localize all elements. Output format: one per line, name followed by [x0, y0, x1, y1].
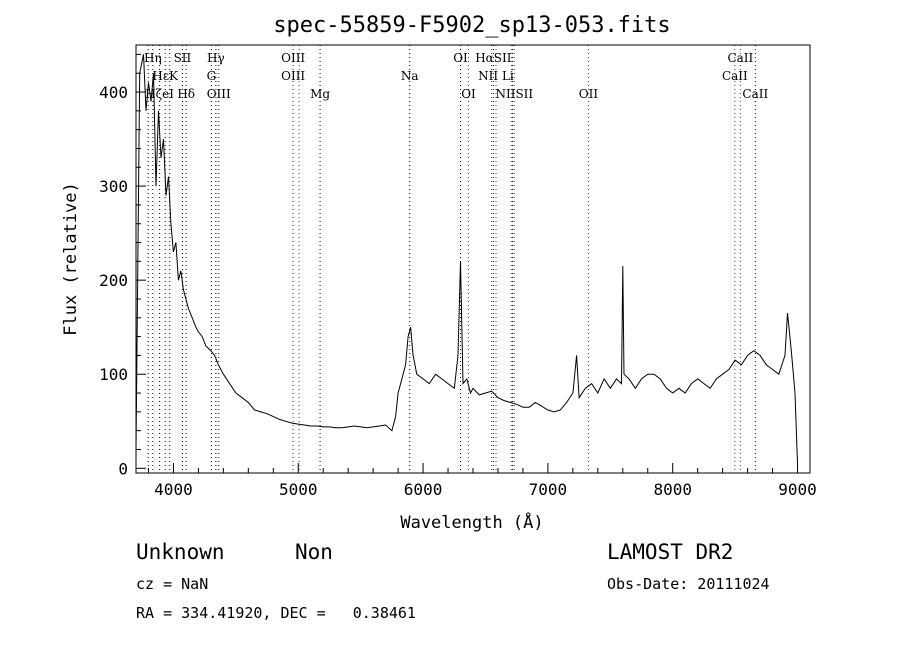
line-label-0: Hη	[144, 51, 162, 65]
line-label-5: HαSII	[475, 51, 512, 65]
y-tick-label-4: 400	[99, 83, 128, 102]
coordinates-text: RA = 334.41920, DEC = 0.38461	[136, 604, 416, 622]
x-tick-label-4: 8000	[653, 480, 692, 499]
y-tick-label-2: 200	[99, 271, 128, 290]
line-label-7: HεK	[152, 69, 179, 83]
x-tick-label-2: 6000	[404, 480, 443, 499]
line-label-10: Na	[401, 69, 419, 83]
line-label-17: OI	[461, 87, 476, 101]
x-axis-ticks: 4000 5000 6000 7000 8000 9000	[147, 463, 817, 499]
series-0-line	[135, 54, 798, 464]
y-tick-label-1: 100	[99, 365, 128, 384]
line-label-14: Hδ	[177, 87, 195, 101]
survey-name: LAMOST DR2	[607, 540, 734, 564]
y-tick-label-3: 300	[99, 177, 128, 196]
line-label-12: CaII	[722, 69, 748, 83]
line-label-16: Mg	[310, 87, 330, 101]
line-label-4: OI	[453, 51, 468, 65]
x-tick-label-1: 5000	[279, 480, 318, 499]
y-axis-ticks: 0 100 200 300 400	[99, 53, 146, 478]
y-tick-label-0: 0	[118, 459, 128, 478]
redshift-text: cz = NaN	[136, 575, 209, 593]
x-axis-label: Wavelength (Å)	[400, 511, 543, 533]
subclass-text: Non	[295, 540, 333, 564]
line-label-15: OIII	[207, 87, 231, 101]
line-label-1: SII	[174, 51, 192, 65]
emission-line-labels: Hη SII Hγ OIII OI HαSII CaII HεK G OIII Na NII Li Ca…	[144, 51, 768, 101]
line-label-18: NIISII	[495, 87, 533, 101]
chart-title: spec-55859-F5902_sp13-053.fits	[273, 13, 670, 38]
line-label-11: NII Li	[478, 69, 514, 83]
line-label-3: OIII	[281, 51, 305, 65]
obs-date-text: Obs-Date: 20111024	[607, 575, 770, 593]
plot-frame	[135, 44, 811, 474]
line-label-19: OII	[579, 87, 599, 101]
x-tick-label-5: 9000	[778, 480, 817, 499]
line-label-20: CaII	[742, 87, 768, 101]
line-label-9: OIII	[281, 69, 305, 83]
y-axis-label: Flux (relative)	[61, 182, 81, 336]
classification-text: Unknown	[136, 540, 225, 564]
emission-line-markers	[147, 45, 756, 473]
line-label-6: CaII	[727, 51, 753, 65]
x-tick-label-0: 4000	[154, 480, 193, 499]
line-label-8: G	[207, 69, 217, 83]
series-layer	[135, 54, 798, 464]
x-tick-label-3: 7000	[529, 480, 568, 499]
line-label-2: Hγ	[207, 51, 225, 65]
